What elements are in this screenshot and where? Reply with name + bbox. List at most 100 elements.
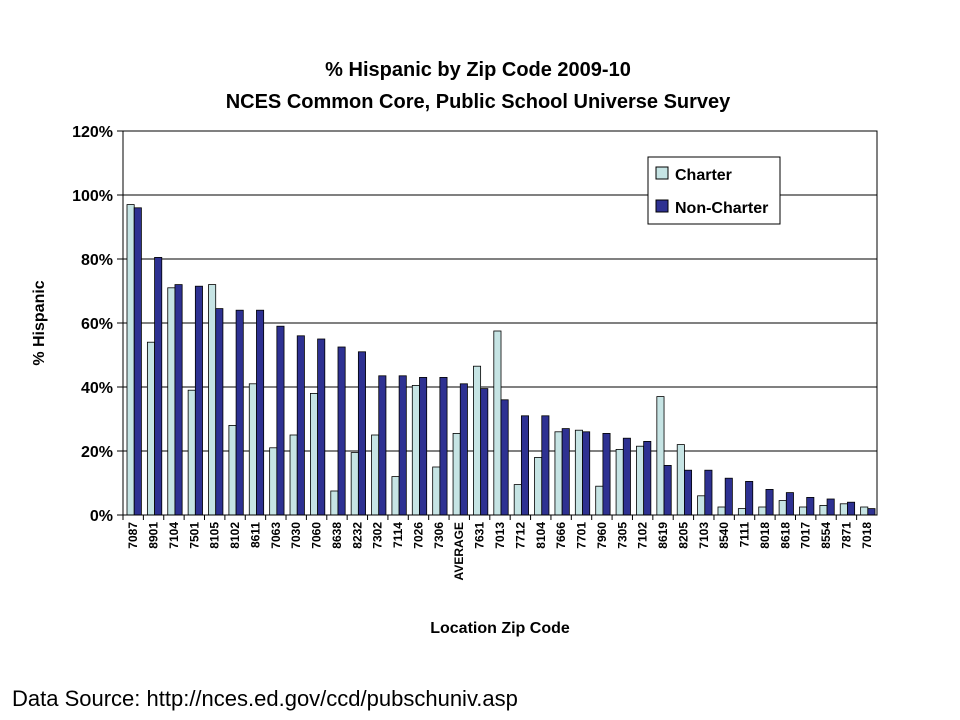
bar-non-charter [867, 508, 876, 516]
bar-charter [330, 490, 339, 516]
bar-non-charter [704, 469, 713, 516]
bar-charter [411, 384, 420, 516]
y-tick-label: 80% [81, 252, 113, 269]
chart-title: % Hispanic by Zip Code 2009-10 [325, 59, 631, 81]
bar-charter [697, 495, 706, 516]
bar-non-charter [154, 256, 163, 516]
bar-charter [146, 341, 155, 516]
x-tick-label: 8619 [656, 522, 670, 549]
legend-label-non-charter: Non-Charter [675, 200, 768, 217]
x-axis: 7087 8901 7104 7501 8105 8102 8611 7063 7030 7060… [122, 515, 874, 580]
bar-non-charter [419, 376, 428, 516]
bar-charter [126, 204, 135, 516]
bars [126, 204, 876, 516]
bar-charter [167, 287, 176, 516]
chart: % Hispanic by Zip Code 2009-10 NCES Comm… [31, 59, 878, 637]
bar-charter [615, 448, 624, 516]
bar-non-charter [520, 415, 529, 516]
bar-charter [350, 452, 359, 516]
bar-charter [187, 389, 196, 516]
x-tick-label: 7631 [473, 522, 487, 549]
bar-non-charter [684, 469, 693, 516]
bar-non-charter [378, 375, 387, 516]
x-tick-label: 8205 [676, 522, 690, 549]
bar-charter [737, 508, 746, 516]
bar-non-charter [276, 325, 285, 516]
bar-charter [778, 500, 787, 516]
bar-charter [310, 392, 319, 516]
bar-non-charter [847, 501, 856, 516]
bar-charter [493, 330, 502, 516]
legend-label-charter: Charter [675, 167, 732, 184]
bar-non-charter [826, 498, 835, 516]
x-tick-label: 7013 [493, 522, 507, 549]
bar-charter [574, 429, 583, 516]
bar-charter [860, 506, 869, 516]
x-tick-label: 7087 [126, 522, 140, 549]
x-tick-label: 7302 [371, 522, 385, 549]
bar-charter [452, 432, 461, 516]
bar-non-charter [317, 338, 326, 516]
bar-charter [391, 476, 400, 516]
y-tick-label: 60% [81, 316, 113, 333]
x-tick-label: 8540 [717, 522, 731, 549]
y-axis-label: % Hispanic [31, 280, 48, 365]
bar-charter [636, 445, 645, 516]
bar-non-charter [357, 351, 366, 516]
bar-non-charter [235, 309, 244, 516]
bar-non-charter [541, 415, 550, 516]
x-tick-label: 8611 [248, 522, 262, 548]
y-tick-label: 100% [72, 188, 113, 205]
bar-charter [595, 485, 604, 516]
x-tick-label: 7026 [411, 522, 425, 549]
bar-non-charter [663, 464, 672, 516]
x-tick-label: 7871 [839, 522, 853, 549]
data-source-note: Data Source: http://nces.ed.gov/ccd/pubs… [12, 686, 518, 711]
bar-non-charter [296, 335, 305, 516]
x-tick-label: 7305 [615, 522, 629, 549]
bar-charter [208, 284, 217, 516]
x-tick-label: 8901 [147, 522, 161, 549]
x-tick-label: 7060 [310, 522, 324, 549]
x-tick-label: 7114 [391, 522, 405, 548]
bar-non-charter [459, 383, 468, 516]
x-tick-label: 7701 [575, 522, 589, 549]
x-tick-label: 8554 [819, 522, 833, 549]
x-tick-label: 7111 [738, 522, 752, 548]
x-tick-label: 7030 [289, 522, 303, 549]
x-tick-label: 7063 [269, 522, 283, 549]
bar-non-charter [724, 477, 733, 516]
x-axis-label: Location Zip Code [430, 620, 570, 637]
x-tick-label: 7104 [167, 522, 181, 549]
bar-charter [513, 484, 522, 516]
x-tick-label: 8618 [778, 522, 792, 549]
x-tick-label: 7103 [697, 522, 711, 549]
bar-charter [554, 431, 563, 516]
x-tick-label: 7501 [187, 522, 201, 549]
y-tick-label: 40% [81, 380, 113, 397]
bar-non-charter [398, 375, 407, 516]
x-tick-label: 7018 [860, 522, 874, 549]
x-tick-label: AVERAGE [452, 522, 466, 580]
x-tick-label: 8104 [534, 522, 548, 549]
legend: Charter Non-Charter [647, 156, 781, 225]
x-tick-label: 7102 [636, 522, 650, 549]
bar-charter [289, 434, 298, 516]
bar-charter [228, 424, 237, 516]
bar-charter [799, 506, 808, 516]
bar-non-charter [806, 496, 815, 516]
bar-charter [656, 396, 665, 516]
bar-non-charter [480, 388, 489, 516]
bar-non-charter [174, 284, 183, 516]
x-tick-label: 7960 [595, 522, 609, 549]
bar-charter [269, 447, 278, 516]
x-tick-label: 7306 [432, 522, 446, 549]
chart-subtitle: NCES Common Core, Public School Universe… [226, 91, 731, 113]
x-tick-label: 8018 [758, 522, 772, 549]
bar-charter [839, 503, 848, 516]
bar-charter [819, 504, 828, 516]
bar-non-charter [643, 440, 652, 516]
y-axis: 0% 20% 40% 60% 80% 100% 120% [72, 124, 123, 525]
bar-non-charter [256, 309, 265, 516]
y-tick-label: 20% [81, 444, 113, 461]
